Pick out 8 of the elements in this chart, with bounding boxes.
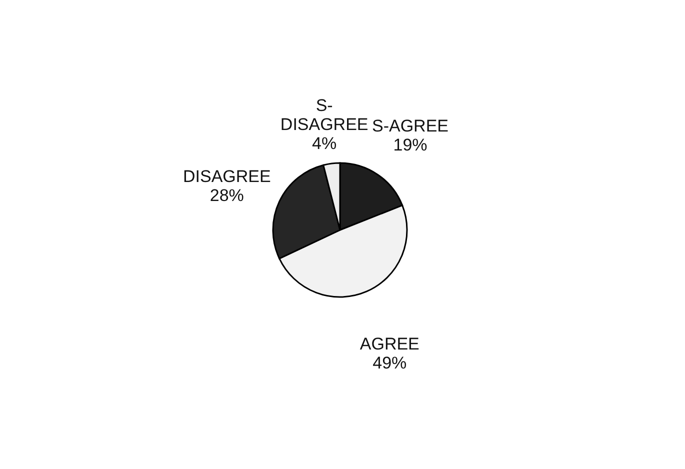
slice-label: DISAGREE	[182, 166, 271, 186]
data-label: 28%	[210, 186, 244, 205]
slice-label: S- DISAGREE	[280, 96, 368, 134]
data-label: 19%	[393, 136, 428, 155]
slice-label: S-AGREE	[372, 116, 449, 136]
slice-label: AGREE	[360, 334, 420, 354]
data-label: 49%	[372, 354, 407, 373]
data-label: 4%	[312, 134, 337, 153]
